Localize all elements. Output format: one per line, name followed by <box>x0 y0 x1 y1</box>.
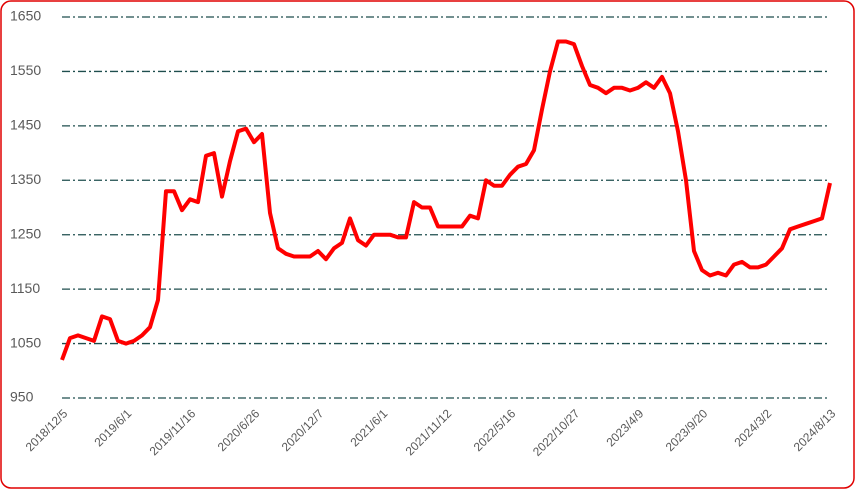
y-tick-label: 1650 <box>10 8 41 24</box>
y-tick-label: 1550 <box>10 62 41 78</box>
y-tick-label: 1450 <box>10 117 41 133</box>
y-tick-label: 1050 <box>10 334 41 350</box>
y-tick-label: 950 <box>10 389 34 405</box>
y-tick-label: 1250 <box>10 225 41 241</box>
y-tick-label: 1350 <box>10 171 41 187</box>
y-tick-label: 1150 <box>10 280 40 296</box>
data-line <box>60 39 832 361</box>
